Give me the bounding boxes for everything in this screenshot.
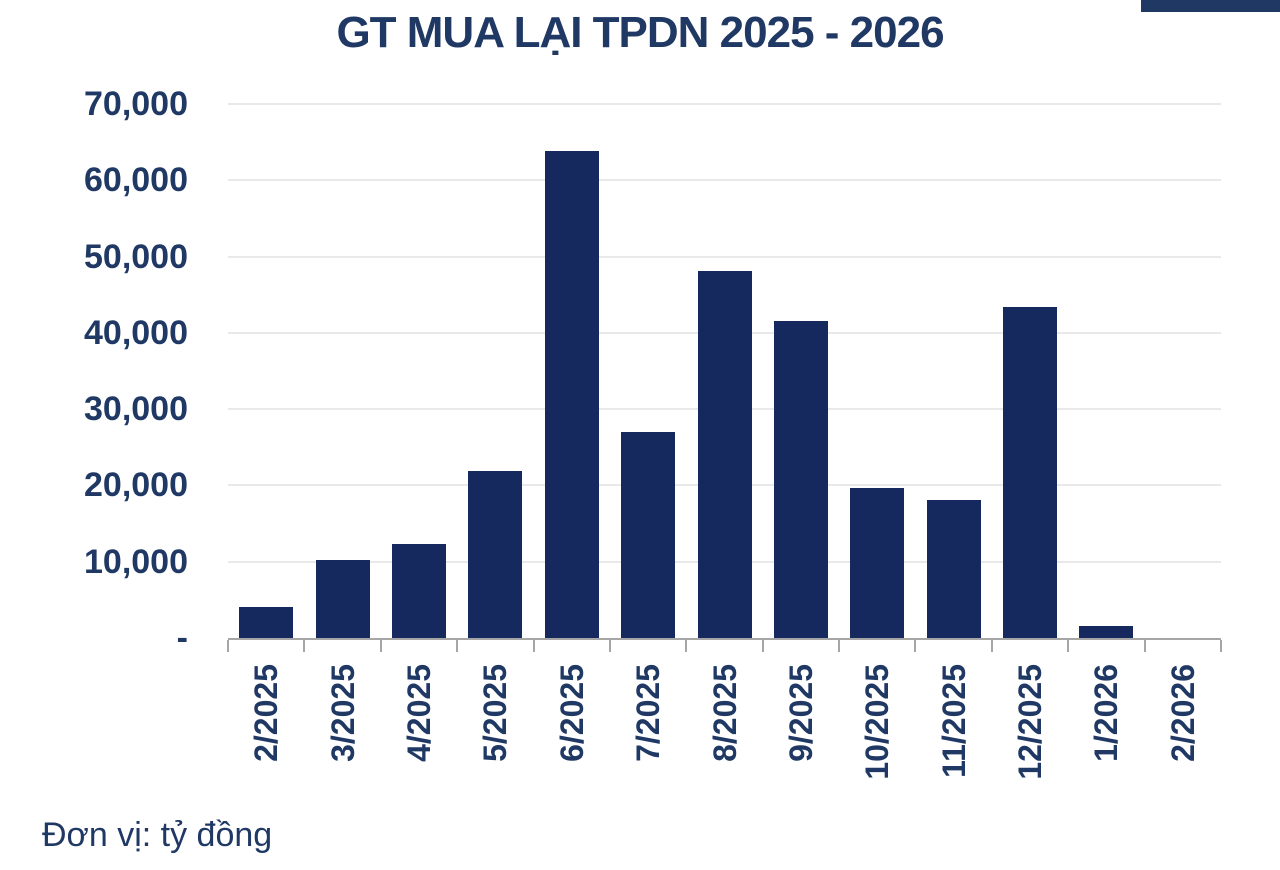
x-tick xyxy=(838,640,840,652)
y-tick-label: 50,000 xyxy=(84,237,188,276)
x-label-2/2026: 2/2026 xyxy=(1164,664,1201,762)
bar-12/2025 xyxy=(1003,307,1057,638)
bar-3/2025 xyxy=(316,560,370,638)
chart-title: GT MUA LẠI TPDN 2025 - 2026 xyxy=(336,8,944,57)
y-tick-label: - xyxy=(176,619,188,657)
x-label-5/2025: 5/2025 xyxy=(477,664,514,762)
x-tick xyxy=(1220,640,1222,652)
x-tick xyxy=(685,640,687,652)
x-label-4/2025: 4/2025 xyxy=(400,664,437,762)
y-tick-label: 30,000 xyxy=(84,390,188,429)
bar-2/2025 xyxy=(239,607,293,638)
bar-1/2026 xyxy=(1079,626,1133,638)
top-right-strip xyxy=(1141,0,1280,12)
x-tick xyxy=(303,640,305,652)
y-tick-label: 10,000 xyxy=(84,542,188,581)
y-tick-label: 20,000 xyxy=(84,466,188,505)
bar-6/2025 xyxy=(545,151,599,638)
x-label-12/2025: 12/2025 xyxy=(1012,664,1049,780)
x-tick xyxy=(914,640,916,652)
gridline xyxy=(228,255,1221,258)
x-label-3/2025: 3/2025 xyxy=(324,664,361,762)
unit-label: Đơn vị: tỷ đồng xyxy=(42,816,273,854)
x-tick xyxy=(380,640,382,652)
x-label-9/2025: 9/2025 xyxy=(782,664,819,762)
x-label-2/2025: 2/2025 xyxy=(248,664,285,762)
gridline xyxy=(228,179,1221,182)
bar-7/2025 xyxy=(621,432,675,638)
x-label-8/2025: 8/2025 xyxy=(706,664,743,762)
x-tick xyxy=(456,640,458,652)
x-label-1/2026: 1/2026 xyxy=(1088,664,1125,762)
y-tick-label: 40,000 xyxy=(84,313,188,352)
x-label-7/2025: 7/2025 xyxy=(630,664,667,762)
bar-4/2025 xyxy=(392,544,446,638)
x-label-10/2025: 10/2025 xyxy=(859,664,896,780)
bar-9/2025 xyxy=(774,321,828,638)
x-label-6/2025: 6/2025 xyxy=(553,664,590,762)
bar-8/2025 xyxy=(698,271,752,638)
y-tick-label: 60,000 xyxy=(84,161,188,200)
x-tick xyxy=(1067,640,1069,652)
x-tick xyxy=(762,640,764,652)
y-tick-label: 70,000 xyxy=(84,85,188,123)
plot-area xyxy=(228,103,1221,640)
x-tick xyxy=(1144,640,1146,652)
gridline xyxy=(228,103,1221,105)
bar-10/2025 xyxy=(850,488,904,638)
x-tick xyxy=(533,640,535,652)
x-tick xyxy=(227,640,229,652)
x-label-11/2025: 11/2025 xyxy=(935,664,972,778)
bar-5/2025 xyxy=(468,471,522,638)
bar-11/2025 xyxy=(927,500,981,638)
x-tick xyxy=(609,640,611,652)
x-tick xyxy=(991,640,993,652)
